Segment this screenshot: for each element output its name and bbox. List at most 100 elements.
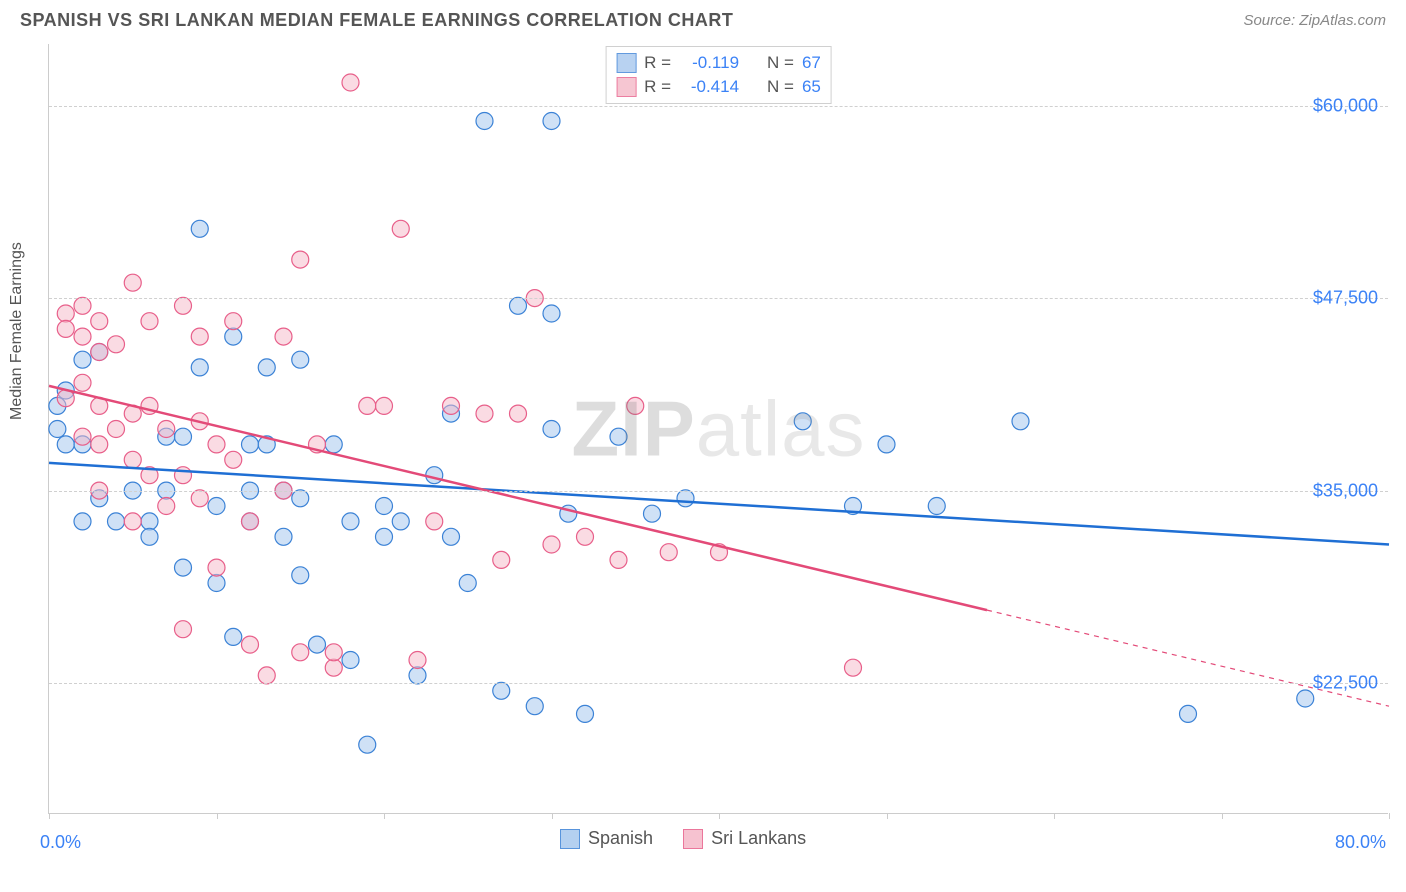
data-point xyxy=(409,652,426,669)
legend-n-label: N = xyxy=(767,77,794,97)
data-point xyxy=(225,313,242,330)
x-axis-max-label: 80.0% xyxy=(1335,832,1386,853)
legend-row: R = -0.119N = 67 xyxy=(616,51,821,75)
data-point xyxy=(376,397,393,414)
legend-row: R = -0.414N = 65 xyxy=(616,75,821,99)
data-point xyxy=(459,575,476,592)
data-point xyxy=(325,644,342,661)
data-point xyxy=(74,513,91,530)
data-point xyxy=(878,436,895,453)
x-tick xyxy=(719,813,720,819)
chart-svg xyxy=(49,44,1388,813)
x-tick xyxy=(384,813,385,819)
data-point xyxy=(141,313,158,330)
data-point xyxy=(292,251,309,268)
data-point xyxy=(175,428,192,445)
data-point xyxy=(376,528,393,545)
data-point xyxy=(49,421,66,438)
data-point xyxy=(392,513,409,530)
legend-swatch xyxy=(560,829,580,849)
data-point xyxy=(124,451,141,468)
legend-swatch xyxy=(683,829,703,849)
x-tick xyxy=(217,813,218,819)
x-tick xyxy=(887,813,888,819)
x-tick xyxy=(1222,813,1223,819)
data-point xyxy=(493,551,510,568)
data-point xyxy=(644,505,661,522)
data-point xyxy=(577,528,594,545)
data-point xyxy=(74,351,91,368)
data-point xyxy=(242,436,259,453)
data-point xyxy=(208,559,225,576)
data-point xyxy=(660,544,677,561)
y-tick-label: $47,500 xyxy=(1313,288,1378,309)
y-tick-label: $35,000 xyxy=(1313,480,1378,501)
x-tick xyxy=(49,813,50,819)
data-point xyxy=(543,113,560,130)
data-point xyxy=(275,528,292,545)
data-point xyxy=(74,428,91,445)
data-point xyxy=(610,551,627,568)
legend-r-label: R = xyxy=(644,53,671,73)
data-point xyxy=(443,397,460,414)
data-point xyxy=(476,113,493,130)
data-point xyxy=(426,467,443,484)
data-point xyxy=(493,682,510,699)
data-point xyxy=(208,575,225,592)
data-point xyxy=(258,667,275,684)
legend-swatch xyxy=(616,53,636,73)
data-point xyxy=(292,644,309,661)
data-point xyxy=(543,305,560,322)
data-point xyxy=(91,344,108,361)
x-tick xyxy=(552,813,553,819)
legend-r-value: -0.414 xyxy=(679,77,739,97)
series-legend-item: Spanish xyxy=(560,828,653,849)
data-point xyxy=(74,374,91,391)
legend-r-label: R = xyxy=(644,77,671,97)
data-point xyxy=(510,297,527,314)
data-point xyxy=(392,220,409,237)
data-point xyxy=(175,621,192,638)
data-point xyxy=(627,397,644,414)
regression-line xyxy=(49,463,1389,545)
data-point xyxy=(91,313,108,330)
data-point xyxy=(175,297,192,314)
data-point xyxy=(325,659,342,676)
data-point xyxy=(543,536,560,553)
data-point xyxy=(526,698,543,715)
data-point xyxy=(108,513,125,530)
data-point xyxy=(74,297,91,314)
data-point xyxy=(359,397,376,414)
data-point xyxy=(124,274,141,291)
data-point xyxy=(292,351,309,368)
data-point xyxy=(610,428,627,445)
chart-plot-area: ZIPatlas R = -0.119N = 67R = -0.414N = 6… xyxy=(48,44,1388,814)
data-point xyxy=(342,652,359,669)
series-legend-item: Sri Lankans xyxy=(683,828,806,849)
data-point xyxy=(476,405,493,422)
legend-swatch xyxy=(616,77,636,97)
data-point xyxy=(191,359,208,376)
data-point xyxy=(108,336,125,353)
data-point xyxy=(1180,705,1197,722)
gridline xyxy=(49,106,1388,107)
y-axis-label: Median Female Earnings xyxy=(8,242,26,420)
data-point xyxy=(359,736,376,753)
data-point xyxy=(208,498,225,515)
data-point xyxy=(57,305,74,322)
x-tick xyxy=(1054,813,1055,819)
data-point xyxy=(794,413,811,430)
data-point xyxy=(543,421,560,438)
data-point xyxy=(510,405,527,422)
data-point xyxy=(1297,690,1314,707)
data-point xyxy=(191,490,208,507)
data-point xyxy=(275,328,292,345)
data-point xyxy=(292,567,309,584)
data-point xyxy=(141,528,158,545)
data-point xyxy=(208,436,225,453)
data-point xyxy=(258,359,275,376)
data-point xyxy=(191,328,208,345)
series-legend: Spanish Sri Lankans xyxy=(560,828,806,849)
data-point xyxy=(91,436,108,453)
data-point xyxy=(225,328,242,345)
